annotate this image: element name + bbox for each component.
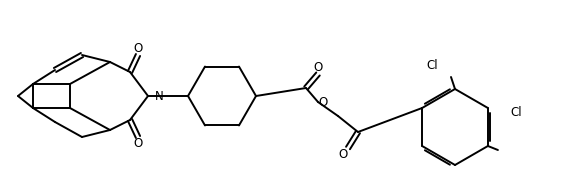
Text: Cl: Cl bbox=[510, 107, 521, 119]
Text: O: O bbox=[133, 42, 143, 55]
Text: Cl: Cl bbox=[426, 59, 438, 72]
Text: O: O bbox=[318, 95, 327, 108]
Text: O: O bbox=[133, 137, 143, 150]
Text: O: O bbox=[339, 148, 348, 161]
Text: N: N bbox=[155, 89, 164, 103]
Text: O: O bbox=[313, 61, 322, 74]
